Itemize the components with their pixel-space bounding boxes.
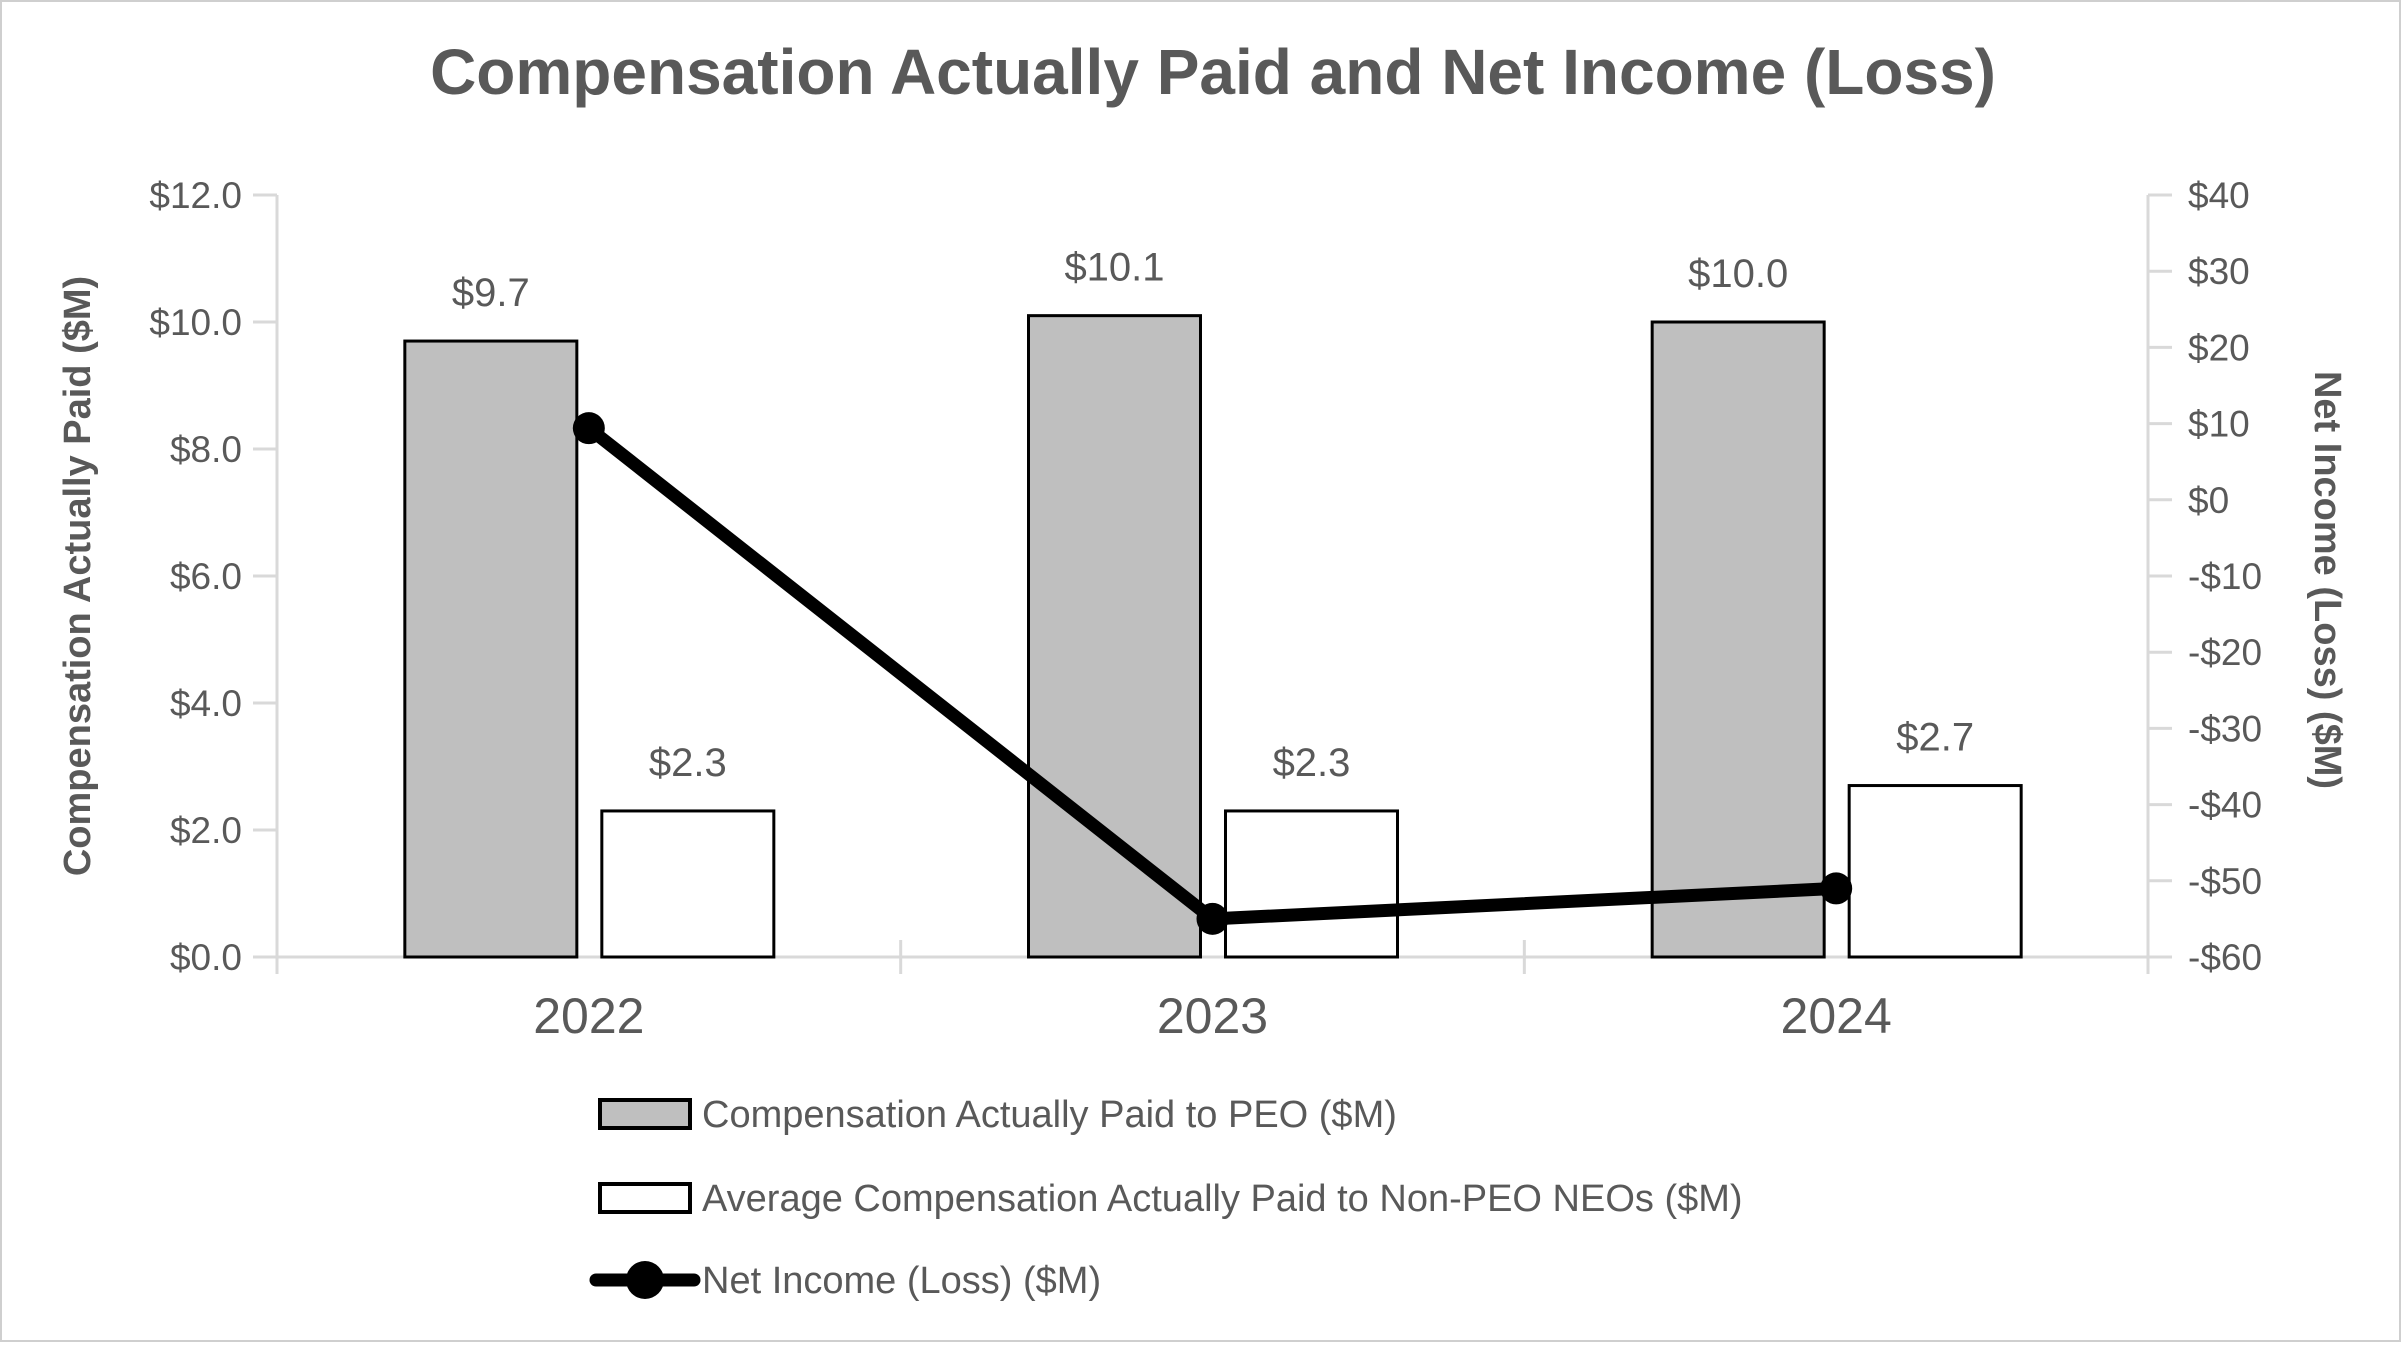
bar-nonpeo-label-2022: $2.3 [649,741,727,785]
left-axis-tick-label: $8.0 [170,429,242,470]
bar-nonpeo-label-2023: $2.3 [1273,741,1351,785]
legend-label: Compensation Actually Paid to PEO ($M) [702,1094,1397,1136]
right-axis-tick-label: $40 [2188,175,2250,216]
bar-nonpeo-2022 [600,809,776,959]
category-label-2023: 2023 [1157,988,1268,1044]
bar-nonpeo-2024 [1847,784,2023,959]
right-axis-title: Net Income (Loss) ($M) [2306,371,2348,789]
category-label-2022: 2022 [533,988,644,1044]
right-axis-tick-label: $20 [2188,327,2250,368]
category-label-2024: 2024 [1781,988,1892,1044]
net-income-marker-2022 [572,412,605,445]
bar-series: $9.7 $2.3 $10.1 $2.3 $10.0 $2.7 [403,246,2023,959]
bar-nonpeo-2023 [1224,809,1399,959]
legend-label: Average Compensation Actually Paid to No… [702,1178,1743,1220]
bar-nonpeo-label-2024: $2.7 [1896,716,1974,760]
right-axis-tick-label: -$10 [2188,556,2262,597]
legend-label: Net Income (Loss) ($M) [702,1260,1101,1302]
bar-peo-2022 [403,339,579,959]
bar-peo-label-2023: $10.1 [1064,246,1164,290]
bar-peo-2023 [1027,314,1202,959]
right-axis-tick-label: $10 [2188,404,2250,445]
category-labels: 2022 2023 2024 [533,988,1892,1044]
right-axis-tick-label: -$60 [2188,937,2262,978]
legend-marker-netincome-dot [626,1261,664,1299]
left-axis-tick-label: $10.0 [149,302,242,343]
bar-peo-label-2022: $9.7 [452,271,530,315]
chart-title: Compensation Actually Paid and Net Incom… [430,36,1996,108]
bar-peo-label-2024: $10.0 [1688,252,1788,296]
left-axis-tick-label: $12.0 [149,175,242,216]
net-income-line-path [582,421,1843,926]
axes: $12.0 $10.0 $8.0 $6.0 $4.0 $2.0 $0.0 $40 $30 $20 $… [149,175,2262,978]
legend-swatch-peo [598,1098,692,1130]
left-axis-title: Compensation Actually Paid ($M) [57,276,99,876]
right-axis-tick-label: -$40 [2188,785,2262,826]
bar-peo-2024 [1650,320,1826,959]
left-axis-tick-label: $4.0 [170,683,242,724]
left-axis-tick-label: $2.0 [170,810,242,851]
legend: Compensation Actually Paid to PEO ($M) Av… [589,1094,1743,1302]
net-income-line [572,412,1853,935]
right-axis-tick-label: -$20 [2188,632,2262,673]
net-income-marker-2023 [1196,902,1229,935]
right-axis-tick-label: -$50 [2188,861,2262,902]
left-axis-tick-label: $0.0 [170,937,242,978]
net-income-marker-2024 [1820,872,1853,905]
right-axis-tick-label: $0 [2188,480,2229,521]
legend-swatch-nonpeo [598,1182,692,1214]
right-axis-tick-label: $30 [2188,251,2250,292]
left-axis-tick-label: $6.0 [170,556,242,597]
right-axis-tick-label: -$30 [2188,708,2262,749]
